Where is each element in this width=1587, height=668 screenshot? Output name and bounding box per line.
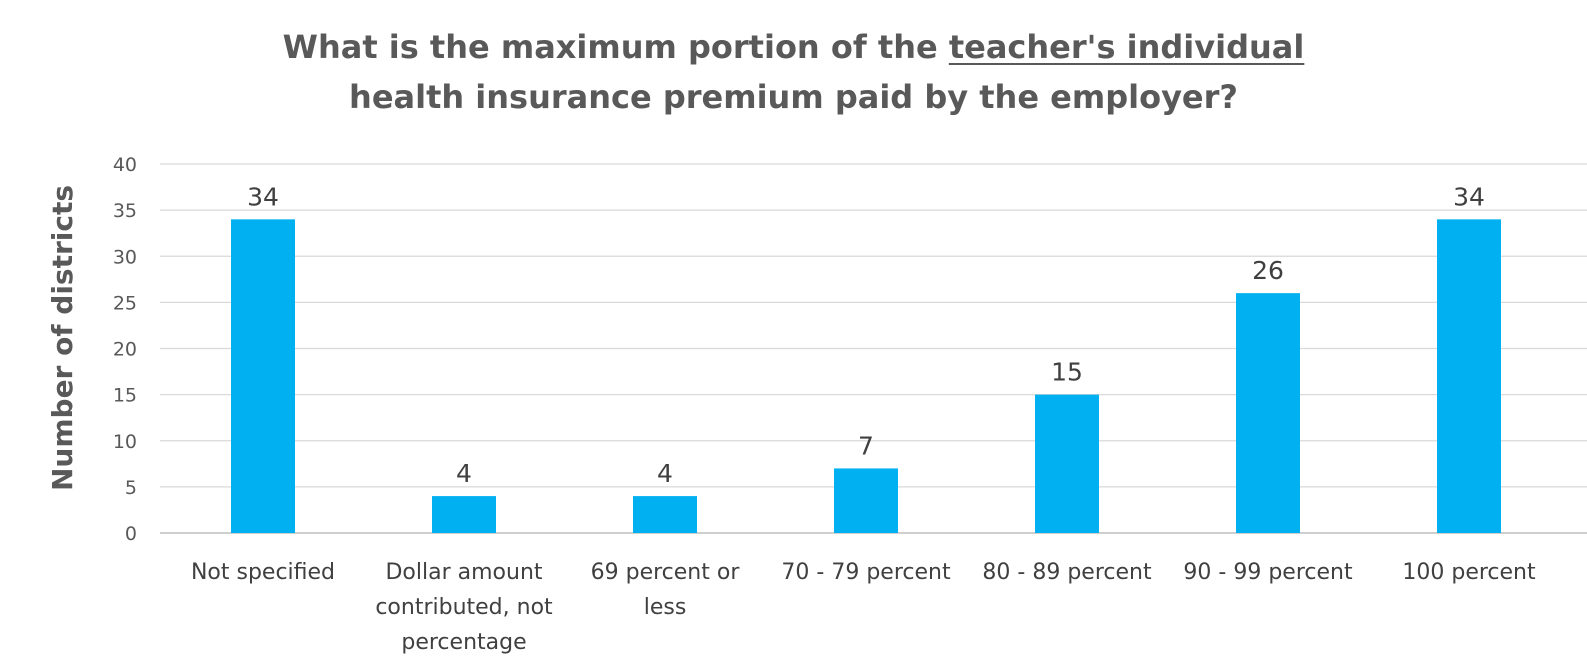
data-label: 34: [1453, 182, 1485, 211]
x-tick-label: 90 - 99 percent: [1183, 560, 1353, 585]
x-tick-label: percentage: [401, 630, 526, 655]
bar: [1236, 293, 1300, 533]
x-tick-label: 80 - 89 percent: [982, 560, 1152, 585]
y-tick-label: 15: [113, 385, 137, 407]
x-tick-label: Dollar amount: [385, 560, 542, 585]
bar: [231, 219, 295, 533]
x-tick-label: contributed, not: [375, 595, 553, 620]
x-tick-label: Not specified: [191, 560, 335, 585]
x-tick-label: 69 percent or: [591, 560, 741, 585]
data-label: 34: [247, 182, 279, 211]
y-axis-title: Number of districts: [46, 185, 79, 491]
bar: [633, 496, 697, 533]
y-tick-label: 40: [113, 154, 137, 176]
y-tick-label: 30: [113, 246, 137, 268]
y-tick-label: 25: [113, 292, 137, 314]
y-tick-label: 10: [113, 431, 137, 453]
data-label: 4: [456, 459, 472, 488]
y-tick-label: 35: [113, 200, 137, 222]
data-label: 26: [1252, 256, 1284, 285]
x-tick-label: less: [644, 595, 687, 620]
y-tick-label: 0: [125, 523, 137, 545]
chart-title-part-2: health insurance premium paid by the emp…: [349, 78, 1238, 116]
x-tick-label: 100 percent: [1402, 560, 1536, 585]
bar: [834, 468, 898, 533]
data-label: 7: [858, 431, 874, 460]
data-label: 15: [1051, 358, 1083, 387]
bar: [1035, 394, 1099, 533]
chart-title-part-1: teacher's individual: [948, 28, 1305, 66]
y-tick-label: 20: [113, 339, 137, 361]
y-tick-label: 5: [125, 477, 137, 499]
bar: [1437, 219, 1501, 533]
x-tick-label: 70 - 79 percent: [781, 560, 951, 585]
chart-title: What is the maximum portion of the teach…: [0, 22, 1587, 122]
bar: [432, 496, 496, 533]
chart-title-part-0: What is the maximum portion of the: [282, 28, 949, 66]
data-label: 4: [657, 459, 673, 488]
